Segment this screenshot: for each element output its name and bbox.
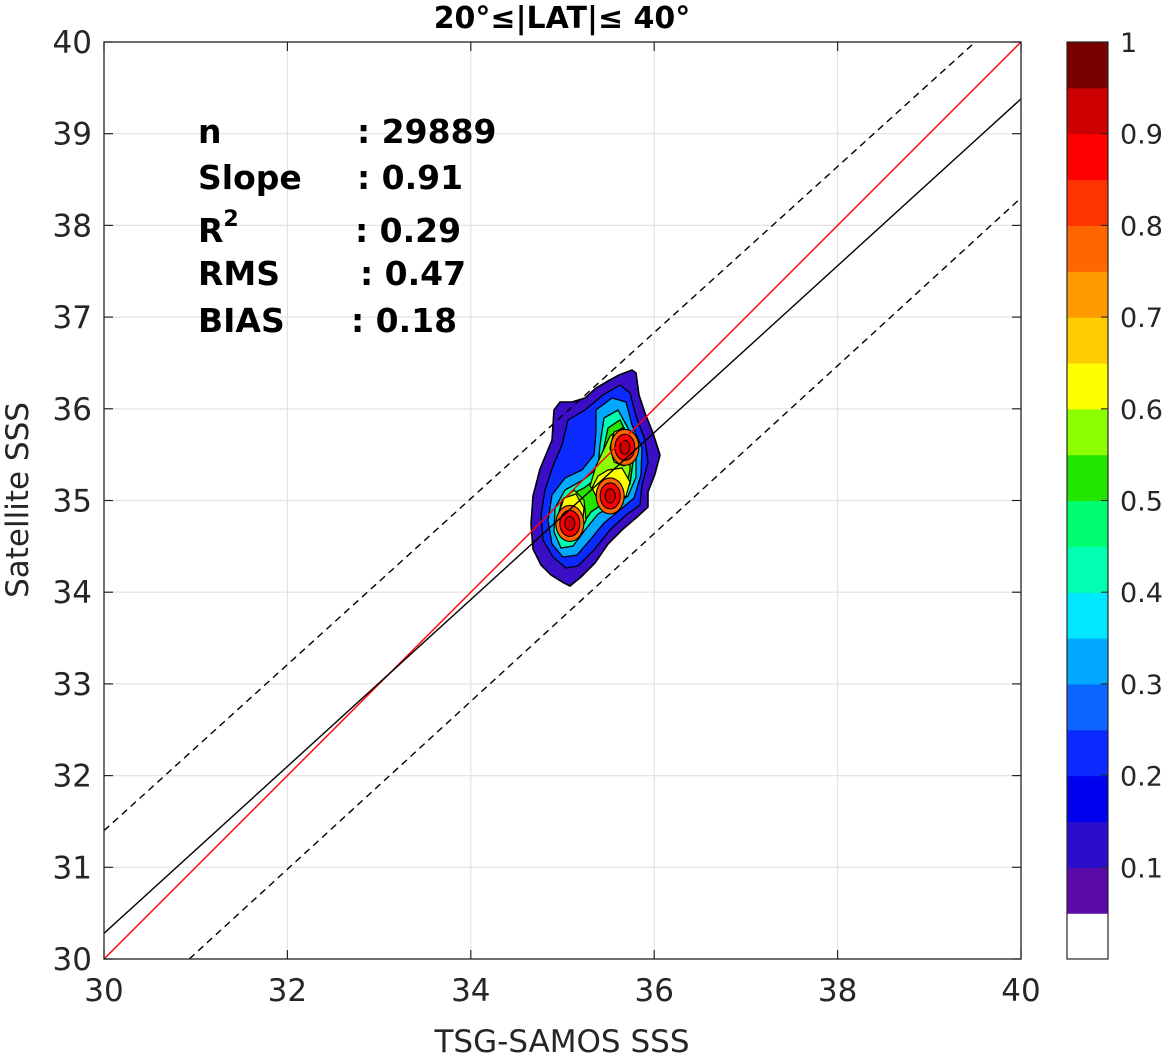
colorbar-swatch xyxy=(1067,408,1108,456)
colorbar-swatch xyxy=(1067,271,1108,318)
colorbar-swatch xyxy=(1067,546,1108,593)
y-tick-label: 37 xyxy=(53,300,92,336)
y-tick-label: 31 xyxy=(53,850,92,886)
colorbar-tick-label: 0.9 xyxy=(1120,120,1163,151)
colorbar-swatch xyxy=(1067,913,1108,960)
colorbar-tick-label: 0.1 xyxy=(1120,853,1163,884)
colorbar-swatch xyxy=(1067,638,1108,685)
stat-rms-value: : 0.47 xyxy=(360,254,466,293)
x-tick-label: 32 xyxy=(268,973,307,1009)
colorbar-swatch xyxy=(1067,775,1108,823)
lower-bound-line xyxy=(188,197,1021,959)
colorbar-tick-label: 0.7 xyxy=(1120,303,1163,334)
density-peak-core xyxy=(619,439,631,455)
colorbar-swatch xyxy=(1067,683,1108,731)
y-tick-label: 38 xyxy=(53,208,92,244)
colorbar-swatch xyxy=(1067,179,1108,226)
reference-lines xyxy=(104,42,1021,959)
x-tick-label: 36 xyxy=(634,973,673,1009)
y-tick-label: 35 xyxy=(53,484,92,520)
stat-n-value: : 29889 xyxy=(357,112,497,151)
stat-r2-value: : 0.29 xyxy=(355,211,461,250)
y-tick-label: 30 xyxy=(53,942,92,978)
colorbar-tick-label: 0.5 xyxy=(1120,487,1163,518)
x-tick-label: 34 xyxy=(451,973,490,1009)
upper-bound-line xyxy=(104,42,976,832)
density-peaks xyxy=(555,428,640,542)
chart-title: 20°≤|LAT|≤ 40° xyxy=(434,1,691,36)
x-axis-label: TSG-SAMOS SSS xyxy=(434,1024,690,1055)
colorbar-tick-label: 0.4 xyxy=(1120,578,1163,609)
grid xyxy=(103,41,1022,960)
colorbar-swatch xyxy=(1067,87,1108,135)
colorbar-swatch xyxy=(1067,821,1108,868)
colorbar-tick-label: 0.2 xyxy=(1120,762,1163,793)
x-tick-label: 40 xyxy=(1001,973,1040,1009)
stat-slope-label: Slope xyxy=(198,158,302,197)
y-tick-label: 32 xyxy=(53,759,92,795)
stat-rms-label: RMS xyxy=(198,254,280,293)
regression-line xyxy=(104,98,1021,934)
x-tick-label: 38 xyxy=(818,973,857,1009)
stat-r2-label: R2 xyxy=(198,207,239,250)
colorbar-swatch xyxy=(1067,500,1108,547)
colorbar-swatch xyxy=(1067,42,1108,89)
colorbar-swatch xyxy=(1067,317,1108,364)
colorbar-swatch xyxy=(1067,362,1108,410)
colorbar-swatch xyxy=(1067,454,1108,502)
colorbar-swatch xyxy=(1067,225,1108,272)
stat-slope-value: : 0.91 xyxy=(357,158,463,197)
stat-bias-label: BIAS xyxy=(198,301,285,340)
y-tick-label: 33 xyxy=(53,667,92,703)
stat-n-label: n xyxy=(198,112,222,151)
colorbar-swatch xyxy=(1067,592,1108,639)
colorbar-swatch xyxy=(1067,867,1108,914)
y-tick-label: 39 xyxy=(53,117,92,153)
y-tick-label: 36 xyxy=(53,392,92,428)
density-peak-core xyxy=(604,488,616,504)
density-peak-core xyxy=(564,515,576,531)
axis-ticks: 30 32 34 36 38 40 30 31 32 33 34 35 36 37 38 39 40 xyxy=(53,25,1041,1009)
stat-bias-value: : 0.18 xyxy=(351,301,457,340)
y-tick-label: 34 xyxy=(53,575,92,611)
y-tick-label: 40 xyxy=(53,25,92,61)
colorbar-tick-label: 1 xyxy=(1120,28,1137,59)
colorbar-swatch xyxy=(1067,133,1108,181)
colorbar-tick-label: 0.8 xyxy=(1120,211,1163,242)
colorbar-tick-label: 0.6 xyxy=(1120,395,1163,426)
x-tick-label: 30 xyxy=(84,973,123,1009)
y-axis-label: Satellite SSS xyxy=(0,402,36,598)
colorbar-tick-label: 0.3 xyxy=(1120,670,1163,701)
colorbar-swatch xyxy=(1067,729,1108,777)
stats-box: n : 29889 Slope : 0.91 R2 : 0.29 RMS : 0… xyxy=(198,112,497,340)
one-to-one-line xyxy=(104,42,1021,959)
colorbar: 0.1 0.2 0.3 0.4 0.5 0.6 0.7 0.8 0.9 1 xyxy=(1066,28,1163,960)
